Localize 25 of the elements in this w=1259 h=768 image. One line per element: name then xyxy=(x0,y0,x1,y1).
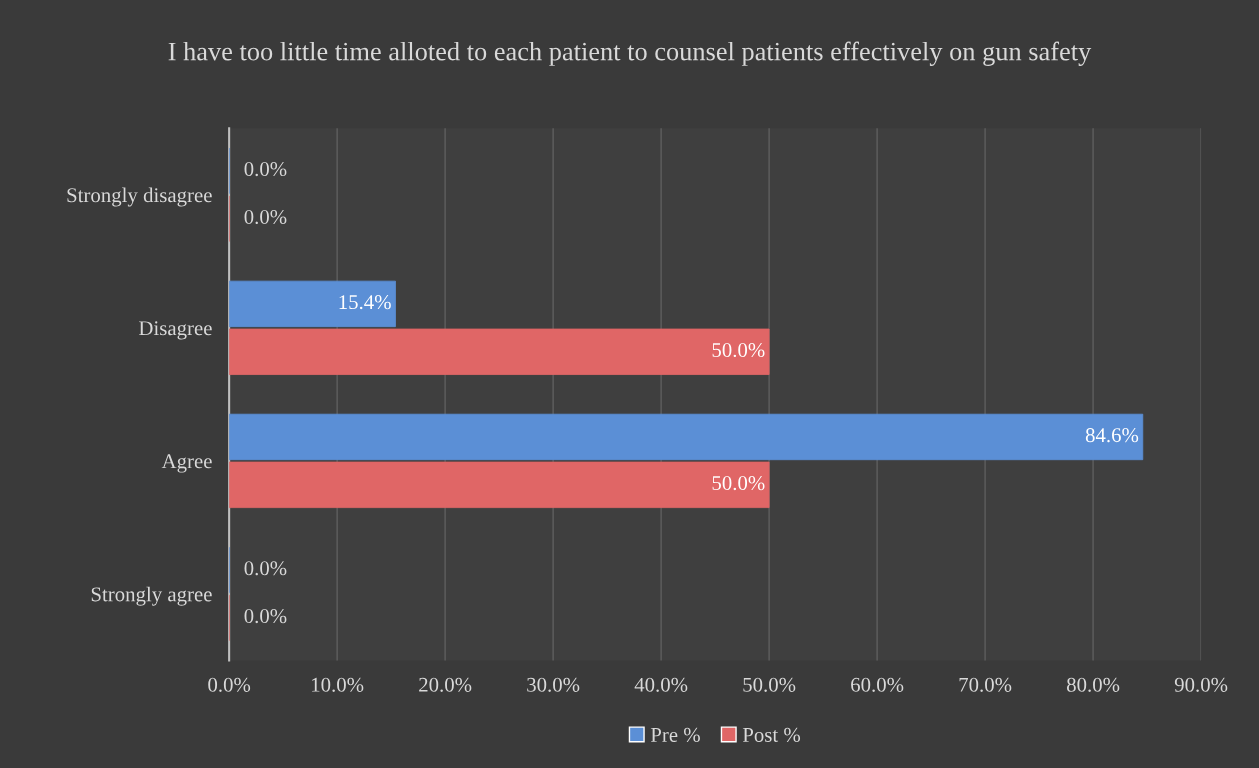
x-tick-label: 80.0% xyxy=(1066,677,1120,692)
x-tick-label: 60.0% xyxy=(851,677,904,692)
data-label: 50.0% xyxy=(712,476,765,491)
x-tick-label: 90.0% xyxy=(1174,677,1228,692)
legend-label: Post % xyxy=(742,727,801,742)
data-label: 0.0% xyxy=(244,561,287,576)
data-label: 84.6% xyxy=(1085,428,1139,443)
x-tick-label: 50.0% xyxy=(743,677,796,692)
y-tick-label: Disagree xyxy=(139,321,212,340)
x-tick-label: 70.0% xyxy=(959,677,1012,692)
x-tick-label: 30.0% xyxy=(527,677,580,692)
y-tick-label: Strongly agree xyxy=(91,586,212,606)
data-label: 0.0% xyxy=(244,609,287,624)
x-tick-label: 20.0% xyxy=(419,677,472,692)
legend-label: Pre % xyxy=(650,727,700,742)
data-label: 15.4% xyxy=(339,295,391,310)
x-tick-label: 0.0% xyxy=(208,677,251,692)
x-tick-label: 40.0% xyxy=(634,677,688,692)
y-tick-label: Agree xyxy=(161,454,212,473)
chart-title: I have too little time alloted to each patient to counsel patients effectively on gun safety xyxy=(168,41,1092,66)
y-tick-label: Strongly disagree xyxy=(67,187,212,207)
x-tick-label: 10.0% xyxy=(312,677,364,692)
data-label: 0.0% xyxy=(244,161,287,177)
data-label: 50.0% xyxy=(712,342,765,358)
data-label: 0.0% xyxy=(244,209,287,225)
